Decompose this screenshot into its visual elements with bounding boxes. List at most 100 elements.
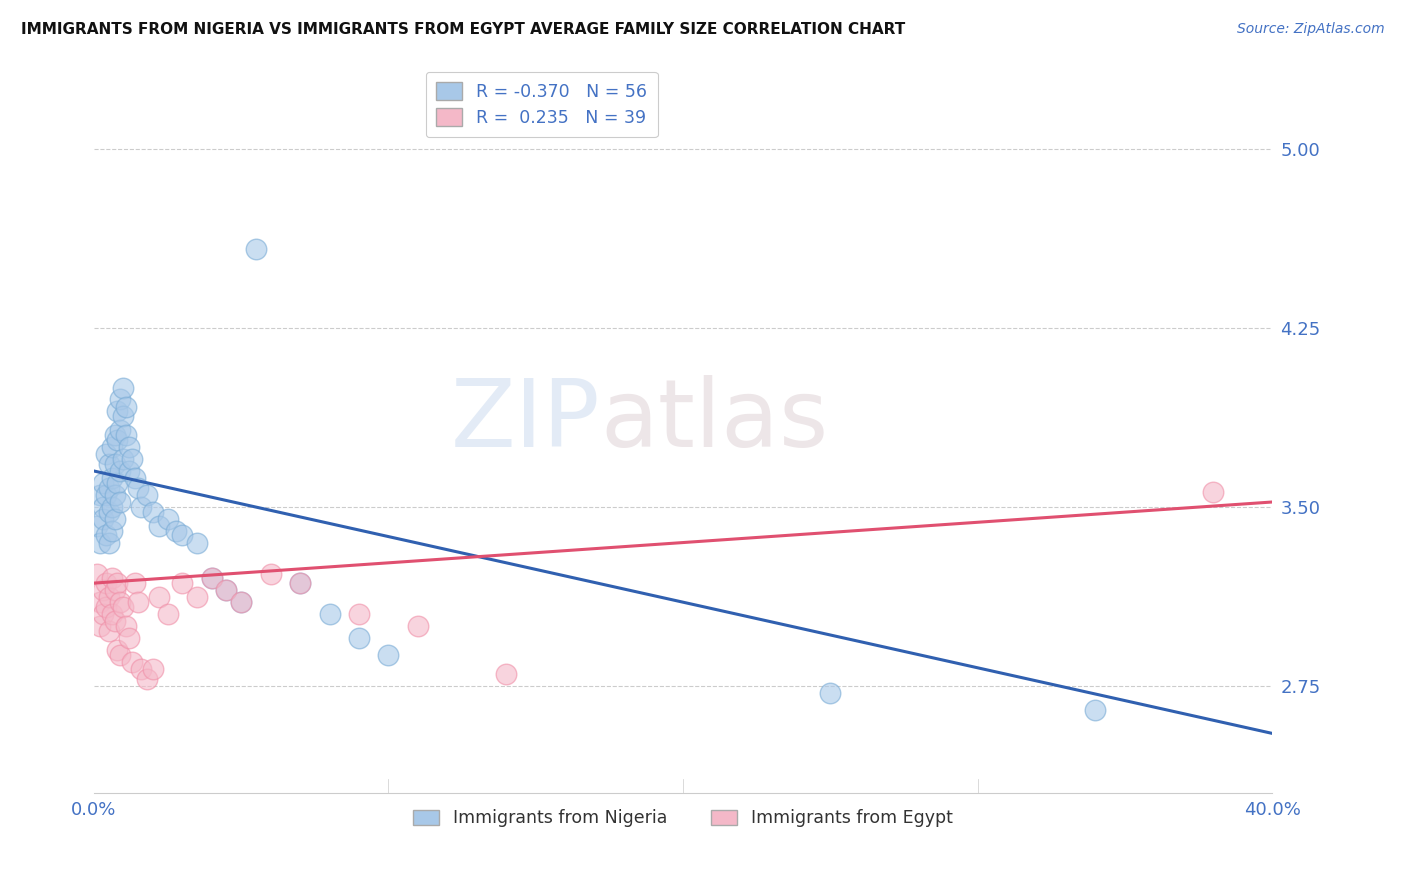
Point bbox=[103, 512, 125, 526]
Point bbox=[148, 519, 170, 533]
Point bbox=[97, 481, 120, 495]
Point bbox=[318, 607, 340, 621]
Point bbox=[121, 655, 143, 669]
Text: ZIP: ZIP bbox=[451, 375, 600, 467]
Point bbox=[97, 591, 120, 605]
Point bbox=[94, 599, 117, 614]
Point bbox=[112, 599, 135, 614]
Point bbox=[89, 488, 111, 502]
Point bbox=[129, 500, 152, 514]
Point bbox=[97, 624, 120, 638]
Point bbox=[820, 686, 842, 700]
Point bbox=[110, 392, 132, 407]
Point bbox=[186, 591, 208, 605]
Point bbox=[110, 595, 132, 609]
Point bbox=[231, 595, 253, 609]
Point bbox=[156, 607, 179, 621]
Point bbox=[94, 528, 117, 542]
Point bbox=[121, 452, 143, 467]
Point bbox=[103, 457, 125, 471]
Point bbox=[100, 471, 122, 485]
Text: atlas: atlas bbox=[600, 375, 828, 467]
Point bbox=[129, 662, 152, 676]
Point bbox=[115, 400, 138, 414]
Point bbox=[115, 428, 138, 442]
Point bbox=[103, 614, 125, 628]
Point bbox=[94, 447, 117, 461]
Point bbox=[89, 535, 111, 549]
Point bbox=[86, 566, 108, 581]
Point bbox=[347, 607, 370, 621]
Point bbox=[377, 648, 399, 662]
Point bbox=[107, 475, 129, 490]
Point bbox=[288, 576, 311, 591]
Point bbox=[107, 576, 129, 591]
Point bbox=[136, 488, 159, 502]
Point bbox=[110, 464, 132, 478]
Point bbox=[97, 504, 120, 518]
Point bbox=[142, 504, 165, 518]
Point bbox=[103, 583, 125, 598]
Point bbox=[112, 452, 135, 467]
Point bbox=[110, 648, 132, 662]
Point bbox=[91, 500, 114, 514]
Point bbox=[165, 524, 187, 538]
Text: Source: ZipAtlas.com: Source: ZipAtlas.com bbox=[1237, 22, 1385, 37]
Point bbox=[215, 583, 238, 598]
Point bbox=[100, 607, 122, 621]
Point bbox=[118, 440, 141, 454]
Point bbox=[91, 607, 114, 621]
Point bbox=[172, 528, 194, 542]
Point bbox=[142, 662, 165, 676]
Point bbox=[94, 576, 117, 591]
Point bbox=[97, 457, 120, 471]
Point bbox=[156, 512, 179, 526]
Legend: Immigrants from Nigeria, Immigrants from Egypt: Immigrants from Nigeria, Immigrants from… bbox=[406, 803, 960, 834]
Point bbox=[103, 488, 125, 502]
Point bbox=[172, 576, 194, 591]
Point bbox=[100, 500, 122, 514]
Point bbox=[127, 481, 149, 495]
Point bbox=[97, 535, 120, 549]
Point bbox=[115, 619, 138, 633]
Point bbox=[91, 583, 114, 598]
Point bbox=[107, 433, 129, 447]
Point bbox=[91, 512, 114, 526]
Point bbox=[94, 488, 117, 502]
Point bbox=[245, 242, 267, 256]
Point bbox=[186, 535, 208, 549]
Point bbox=[136, 672, 159, 686]
Point bbox=[89, 619, 111, 633]
Point bbox=[148, 591, 170, 605]
Point bbox=[124, 576, 146, 591]
Point bbox=[112, 409, 135, 424]
Point bbox=[201, 571, 224, 585]
Point bbox=[201, 571, 224, 585]
Point bbox=[100, 571, 122, 585]
Point bbox=[288, 576, 311, 591]
Point bbox=[89, 595, 111, 609]
Point bbox=[112, 380, 135, 394]
Point bbox=[107, 404, 129, 418]
Point bbox=[118, 464, 141, 478]
Point bbox=[100, 524, 122, 538]
Text: IMMIGRANTS FROM NIGERIA VS IMMIGRANTS FROM EGYPT AVERAGE FAMILY SIZE CORRELATION: IMMIGRANTS FROM NIGERIA VS IMMIGRANTS FR… bbox=[21, 22, 905, 37]
Point bbox=[215, 583, 238, 598]
Point bbox=[110, 424, 132, 438]
Point bbox=[347, 631, 370, 645]
Point bbox=[1202, 485, 1225, 500]
Point bbox=[406, 619, 429, 633]
Point bbox=[91, 475, 114, 490]
Point bbox=[110, 495, 132, 509]
Point bbox=[495, 666, 517, 681]
Point bbox=[231, 595, 253, 609]
Point bbox=[127, 595, 149, 609]
Point bbox=[1084, 702, 1107, 716]
Point bbox=[86, 519, 108, 533]
Point bbox=[103, 428, 125, 442]
Point bbox=[260, 566, 283, 581]
Point bbox=[107, 643, 129, 657]
Point bbox=[124, 471, 146, 485]
Point bbox=[118, 631, 141, 645]
Point bbox=[100, 440, 122, 454]
